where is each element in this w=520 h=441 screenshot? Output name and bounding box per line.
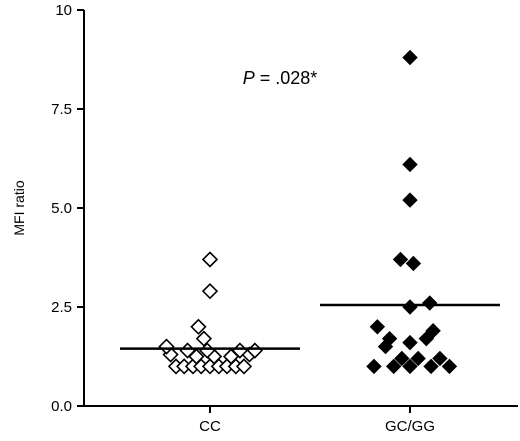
p-value-annotation: P = .028* (243, 68, 318, 88)
category-label: GC/GG (385, 418, 435, 435)
open-diamond-point (158, 338, 175, 355)
y-axis-title: MFI ratio (11, 180, 27, 235)
y-tick-label: 2.5 (51, 299, 72, 316)
filled-diamond-point (385, 358, 402, 375)
y-tick-label: 7.5 (51, 101, 72, 118)
filled-diamond-point (402, 49, 418, 66)
filled-diamond-point (394, 350, 410, 367)
category-label: CC (199, 418, 221, 435)
y-ticks: 0.0 2.5 5.0 7.5 10 (51, 2, 84, 415)
median-lines (120, 303, 500, 350)
filled-diamond-point (423, 358, 439, 375)
y-tick-label: 5.0 (51, 200, 72, 217)
y-tick-label: 10 (55, 2, 72, 19)
filled-diamond-point (405, 255, 422, 272)
filled-diamond-point (381, 330, 398, 347)
filled-diamond-point (410, 350, 426, 367)
filled-diamond-point (418, 330, 435, 347)
data-points (158, 49, 458, 375)
open-diamond-point (190, 318, 207, 335)
filled-diamond-point (425, 323, 441, 339)
filled-diamond-point (432, 350, 448, 367)
filled-diamond-point (402, 299, 418, 315)
p-value-text: = .028* (255, 68, 318, 88)
open-diamond-point (195, 330, 213, 347)
filled-diamond-point (402, 334, 418, 351)
p-value-symbol: P (243, 68, 255, 88)
filled-diamond-point (441, 358, 458, 375)
open-diamond-point (201, 283, 219, 300)
filled-diamond-point (369, 319, 386, 335)
open-diamond-point (201, 251, 219, 268)
filled-diamond-point (402, 358, 418, 375)
y-tick-label: 0.0 (51, 398, 72, 415)
filled-diamond-point (402, 156, 418, 173)
filled-diamond-point (422, 295, 438, 311)
filled-diamond-point (366, 358, 382, 375)
x-ticks: CC GC/GG (199, 406, 435, 435)
open-diamond-point (235, 358, 253, 375)
filled-diamond-point (392, 251, 409, 268)
filled-diamond-point (402, 192, 418, 208)
